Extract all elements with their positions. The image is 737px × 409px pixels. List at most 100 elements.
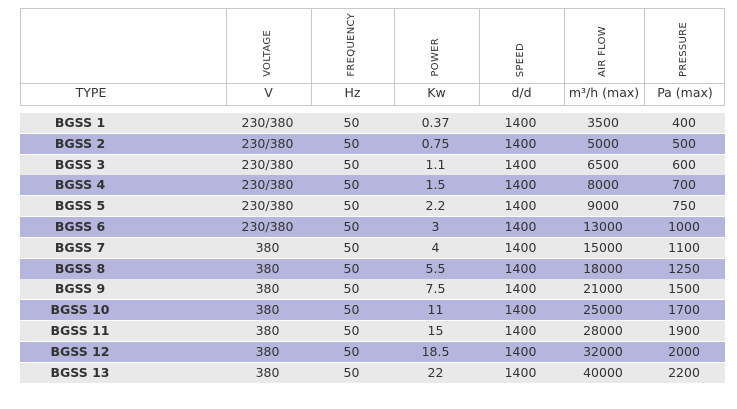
value-cell: 380 <box>255 302 280 318</box>
value-cell: 15000 <box>583 239 623 255</box>
type-cell: BGSS 12 <box>50 343 110 359</box>
value-cell: 380 <box>255 281 280 297</box>
column-divider <box>226 9 227 105</box>
value-cell: 1400 <box>504 343 537 359</box>
value-cell: 1250 <box>668 260 700 276</box>
table-row: BGSS 10 380 50 11 1400 25000 1700 <box>20 300 725 321</box>
column-divider <box>564 9 565 105</box>
value-cell: 28000 <box>583 323 623 338</box>
table-row: BGSS 11 380 50 15 1400 28000 1900 <box>20 321 725 341</box>
value-cell: 1400 <box>504 177 537 193</box>
value-cell: 380 <box>255 343 280 359</box>
column-divider <box>479 9 480 105</box>
value-cell: 1400 <box>504 260 537 276</box>
type-cell: BGSS 7 <box>54 239 106 255</box>
type-cell: BGSS 3 <box>54 156 106 172</box>
value-cell: 700 <box>672 177 696 193</box>
value-cell: 1500 <box>668 281 700 297</box>
type-cell: BGSS 1 <box>54 115 106 130</box>
column-name: POWER <box>429 38 441 77</box>
value-cell: 50 <box>343 323 360 338</box>
value-cell: 6500 <box>587 156 619 172</box>
type-cell: BGSS 11 <box>50 323 110 338</box>
type-cell: BGSS 9 <box>54 281 106 297</box>
value-cell: 50 <box>343 198 360 214</box>
column-unit: Pa (max) <box>657 85 713 100</box>
value-cell: 600 <box>672 156 696 172</box>
value-cell: 1400 <box>504 135 537 151</box>
value-cell: 230/380 <box>241 219 294 234</box>
value-cell: 0.75 <box>421 135 450 151</box>
value-cell: 1400 <box>504 219 537 234</box>
column-unit: Kw <box>427 85 446 100</box>
table-row: BGSS 12 380 50 18.5 1400 32000 2000 <box>20 341 725 362</box>
type-cell: BGSS 13 <box>50 364 110 380</box>
value-cell: 2.2 <box>425 198 446 214</box>
column-unit: m³/h (max) <box>568 85 640 100</box>
value-cell: 13000 <box>583 219 623 234</box>
value-cell: 400 <box>672 115 696 130</box>
value-cell: 40000 <box>583 364 623 380</box>
value-cell: 22 <box>427 364 444 380</box>
table-header: TYPE VOLTAGE V FREQUENCY Hz POWER Kw SPEED d/d AI… <box>20 8 725 106</box>
value-cell: 50 <box>343 302 360 318</box>
table-row: BGSS 9 380 50 7.5 1400 21000 1500 <box>20 279 725 300</box>
value-cell: 25000 <box>583 302 623 318</box>
column-name: AIR FLOW <box>597 25 608 77</box>
value-cell: 8000 <box>587 177 619 193</box>
value-cell: 1400 <box>504 281 537 297</box>
value-cell: 1.5 <box>425 177 446 193</box>
value-cell: 2200 <box>668 364 700 380</box>
value-cell: 500 <box>672 135 696 151</box>
value-cell: 50 <box>343 239 360 255</box>
column-name: SPEED <box>514 42 526 77</box>
value-cell: 11 <box>427 302 444 318</box>
table-row: BGSS 6 230/380 50 3 1400 13000 1000 <box>20 217 725 237</box>
type-cell: BGSS 2 <box>54 135 106 151</box>
table-row: BGSS 3 230/380 50 1.1 1400 6500 600 <box>20 154 725 175</box>
value-cell: 5000 <box>587 135 619 151</box>
value-cell: 3500 <box>587 115 619 130</box>
value-cell: 230/380 <box>241 177 294 193</box>
value-cell: 18000 <box>583 260 623 276</box>
column-divider <box>311 9 312 105</box>
value-cell: 380 <box>255 239 280 255</box>
value-cell: 4 <box>431 239 440 255</box>
value-cell: 32000 <box>583 343 623 359</box>
column-unit: Hz <box>344 85 361 100</box>
column-divider <box>644 9 645 105</box>
type-header: TYPE <box>75 85 107 100</box>
value-cell: 1000 <box>668 219 700 234</box>
value-cell: 1700 <box>668 302 700 318</box>
value-cell: 230/380 <box>241 198 294 214</box>
value-cell: 2000 <box>668 343 700 359</box>
table-row: BGSS 13 380 50 22 1400 40000 2200 <box>20 362 725 383</box>
value-cell: 1100 <box>668 239 700 255</box>
value-cell: 50 <box>343 156 360 172</box>
type-cell: BGSS 10 <box>50 302 110 318</box>
table-row: BGSS 4 230/380 50 1.5 1400 8000 700 <box>20 175 725 196</box>
value-cell: 1400 <box>504 302 537 318</box>
value-cell: 1400 <box>504 323 537 338</box>
table-row: BGSS 5 230/380 50 2.2 1400 9000 750 <box>20 196 725 217</box>
value-cell: 1400 <box>504 364 537 380</box>
table-row: BGSS 7 380 50 4 1400 15000 1100 <box>20 237 725 258</box>
value-cell: 750 <box>672 198 696 214</box>
table-row: BGSS 8 380 50 5.5 1400 18000 1250 <box>20 258 725 279</box>
column-unit: d/d <box>511 85 532 100</box>
value-cell: 18.5 <box>421 343 450 359</box>
column-name: FREQUENCY <box>345 13 357 77</box>
value-cell: 50 <box>343 281 360 297</box>
value-cell: 230/380 <box>241 156 294 172</box>
table-row: BGSS 1 230/380 50 0.37 1400 3500 400 <box>20 113 725 133</box>
value-cell: 50 <box>343 219 360 234</box>
value-cell: 380 <box>255 364 280 380</box>
column-name: PRESSURE <box>678 22 689 77</box>
column-unit: V <box>264 85 273 100</box>
type-cell: BGSS 5 <box>54 198 106 214</box>
value-cell: 50 <box>343 115 360 130</box>
value-cell: 50 <box>343 177 360 193</box>
value-cell: 1400 <box>504 156 537 172</box>
type-cell: BGSS 4 <box>54 177 106 193</box>
